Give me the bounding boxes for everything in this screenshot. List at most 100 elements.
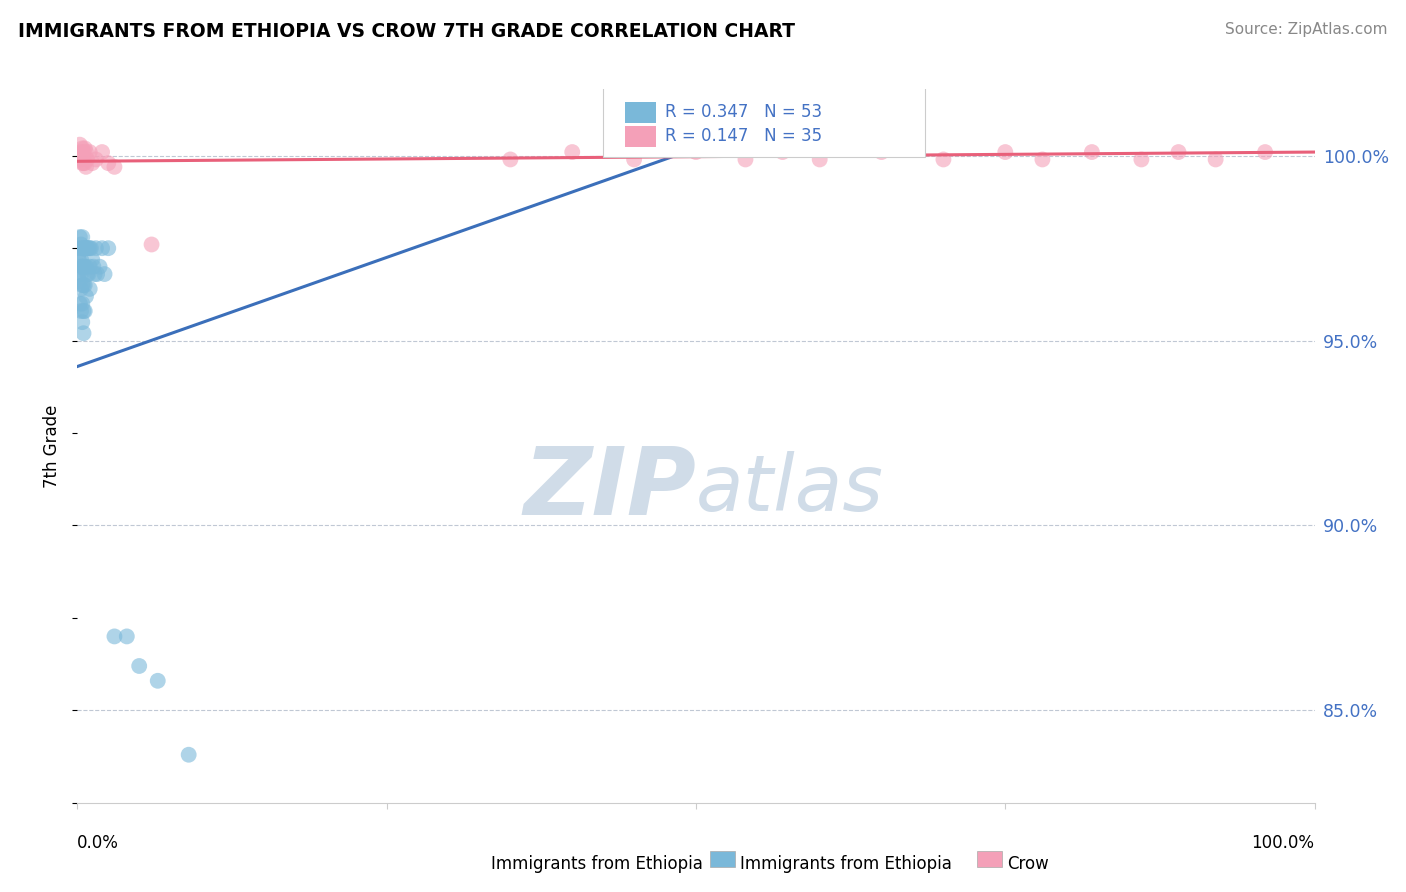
FancyBboxPatch shape bbox=[626, 102, 657, 123]
Point bbox=[72, 156, 94, 170]
Point bbox=[103, 160, 125, 174]
Point bbox=[75, 160, 97, 174]
Point bbox=[72, 304, 94, 318]
Point bbox=[70, 267, 93, 281]
Point bbox=[70, 237, 93, 252]
Point bbox=[70, 252, 93, 267]
Point bbox=[80, 241, 103, 255]
Point bbox=[84, 153, 107, 167]
Point bbox=[70, 282, 93, 296]
Point bbox=[69, 275, 91, 289]
Point bbox=[73, 260, 96, 274]
Point bbox=[89, 260, 111, 274]
Point bbox=[499, 153, 522, 167]
Point bbox=[70, 153, 93, 167]
Point bbox=[86, 267, 108, 281]
Point bbox=[70, 145, 93, 159]
Point bbox=[67, 241, 90, 255]
Point bbox=[115, 629, 138, 643]
Point bbox=[77, 241, 100, 255]
Y-axis label: 7th Grade: 7th Grade bbox=[44, 404, 62, 488]
Point bbox=[1254, 145, 1277, 159]
Point bbox=[82, 260, 104, 274]
Point bbox=[67, 267, 90, 281]
Point bbox=[76, 241, 98, 255]
Point bbox=[79, 145, 101, 159]
Point bbox=[73, 304, 96, 318]
Point bbox=[76, 153, 98, 167]
Point bbox=[69, 137, 91, 152]
Text: R = 0.147   N = 35: R = 0.147 N = 35 bbox=[665, 127, 823, 145]
Point bbox=[79, 260, 101, 274]
Point bbox=[69, 244, 91, 259]
Point bbox=[76, 267, 98, 281]
Point bbox=[69, 260, 91, 274]
Point bbox=[72, 296, 94, 310]
Text: atlas: atlas bbox=[696, 450, 884, 527]
Point bbox=[623, 153, 645, 167]
Point bbox=[72, 145, 94, 159]
Point bbox=[72, 241, 94, 255]
Text: R = 0.347   N = 53: R = 0.347 N = 53 bbox=[665, 103, 823, 121]
Text: 0.0%: 0.0% bbox=[77, 834, 120, 852]
Point bbox=[932, 153, 955, 167]
Point bbox=[72, 241, 94, 255]
Point bbox=[128, 659, 150, 673]
Point bbox=[73, 241, 96, 255]
Point bbox=[75, 241, 97, 255]
Point bbox=[870, 145, 893, 159]
Point bbox=[72, 278, 94, 293]
Text: Immigrants from Ethiopia: Immigrants from Ethiopia bbox=[740, 855, 952, 872]
Point bbox=[72, 260, 94, 274]
Point bbox=[72, 156, 94, 170]
Point bbox=[1205, 153, 1227, 167]
Point bbox=[72, 260, 94, 274]
Point bbox=[146, 673, 169, 688]
Point bbox=[1130, 153, 1153, 167]
Text: Source: ZipAtlas.com: Source: ZipAtlas.com bbox=[1225, 22, 1388, 37]
Point bbox=[141, 237, 163, 252]
FancyBboxPatch shape bbox=[626, 126, 657, 147]
Text: Crow: Crow bbox=[1007, 855, 1049, 872]
Point bbox=[72, 230, 94, 244]
Point bbox=[77, 267, 100, 281]
Point bbox=[103, 629, 125, 643]
Point bbox=[97, 156, 120, 170]
Point bbox=[82, 252, 104, 267]
Point bbox=[75, 289, 97, 303]
Text: IMMIGRANTS FROM ETHIOPIA VS CROW 7TH GRADE CORRELATION CHART: IMMIGRANTS FROM ETHIOPIA VS CROW 7TH GRA… bbox=[18, 22, 796, 41]
Point bbox=[685, 145, 707, 159]
Point bbox=[1081, 145, 1104, 159]
Point bbox=[734, 153, 756, 167]
Point bbox=[79, 241, 101, 255]
Point bbox=[97, 241, 120, 255]
Point bbox=[91, 145, 114, 159]
Text: 100.0%: 100.0% bbox=[1251, 834, 1315, 852]
Point bbox=[75, 260, 97, 274]
Point bbox=[72, 326, 94, 341]
Point bbox=[70, 304, 93, 318]
Point bbox=[73, 278, 96, 293]
Point bbox=[82, 156, 104, 170]
FancyBboxPatch shape bbox=[603, 82, 925, 157]
Point bbox=[69, 296, 91, 310]
Point bbox=[73, 156, 96, 170]
Point bbox=[72, 278, 94, 293]
Point bbox=[1031, 153, 1053, 167]
Point bbox=[73, 141, 96, 155]
Point bbox=[72, 315, 94, 329]
Point bbox=[69, 230, 91, 244]
Point bbox=[67, 252, 90, 267]
Text: ZIP: ZIP bbox=[523, 442, 696, 535]
Point bbox=[994, 145, 1017, 159]
Point bbox=[72, 141, 94, 155]
Point bbox=[93, 267, 115, 281]
Point bbox=[84, 241, 107, 255]
Point bbox=[177, 747, 200, 762]
Point bbox=[91, 241, 114, 255]
Point bbox=[772, 145, 794, 159]
Point bbox=[1167, 145, 1189, 159]
Text: Immigrants from Ethiopia: Immigrants from Ethiopia bbox=[491, 855, 703, 872]
Point bbox=[83, 267, 105, 281]
Point bbox=[808, 153, 831, 167]
